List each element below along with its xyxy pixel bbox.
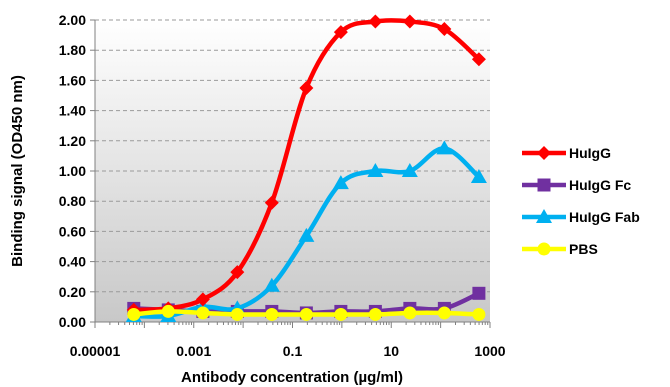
data-point — [196, 306, 210, 320]
x-tick-label: 0.00001 — [70, 343, 121, 359]
data-point — [264, 195, 279, 210]
legend-swatch-marker — [537, 146, 551, 160]
series-layer — [125, 14, 487, 322]
legend-label: PBS — [569, 241, 598, 257]
y-tick-label: 0.40 — [59, 254, 86, 270]
data-point — [334, 307, 348, 321]
data-point — [472, 286, 486, 300]
x-tick-label: 0.1 — [283, 343, 303, 359]
data-point — [368, 307, 382, 321]
legend-swatch-marker — [537, 242, 551, 256]
legend-item: HuIgG Fc — [522, 177, 631, 193]
data-point — [403, 306, 417, 320]
data-point — [299, 307, 313, 321]
series-pbs — [127, 304, 486, 321]
data-point — [195, 292, 210, 307]
data-point — [402, 14, 417, 29]
y-axis-title: Binding signal (OD450 nm) — [9, 75, 26, 267]
legend-item: PBS — [522, 241, 598, 257]
data-point — [436, 140, 453, 155]
data-point — [367, 163, 384, 177]
legend-label: HuIgG Fab — [569, 209, 640, 225]
y-tick-label: 1.60 — [59, 72, 86, 88]
data-point — [230, 265, 245, 280]
x-tick-label: 0.001 — [176, 343, 211, 359]
legend-label: HuIgG Fc — [569, 177, 631, 193]
data-point — [471, 52, 486, 67]
y-tick-label: 1.20 — [59, 133, 86, 149]
legend-item: HuIgG — [522, 145, 611, 161]
data-point — [299, 80, 314, 95]
legend-item: HuIgG Fab — [522, 209, 640, 225]
y-tick-label: 1.40 — [59, 103, 86, 119]
legend-label: HuIgG — [569, 145, 611, 161]
grid — [95, 19, 490, 293]
data-point — [437, 306, 451, 320]
y-tick-label: 0.20 — [59, 284, 86, 300]
data-point — [265, 307, 279, 321]
y-tick-label: 1.80 — [59, 42, 86, 58]
data-point — [472, 307, 486, 321]
data-point — [230, 307, 244, 321]
data-point — [263, 277, 280, 292]
y-tick-label: 0.80 — [59, 193, 86, 209]
x-tick-label: 10 — [383, 343, 399, 359]
data-point — [298, 227, 315, 242]
legend-swatch-marker — [537, 178, 551, 192]
x-tick-label: 1000 — [474, 343, 505, 359]
legend: HuIgG HuIgG Fc HuIgG Fab PBS — [522, 145, 640, 257]
y-tick-label: 0.00 — [59, 314, 86, 330]
data-point — [368, 14, 383, 29]
y-tick-label: 0.60 — [59, 223, 86, 239]
data-point — [401, 163, 418, 177]
data-point — [161, 304, 175, 318]
data-point — [333, 25, 348, 40]
series-huigg — [126, 14, 486, 317]
data-point — [127, 307, 141, 321]
data-point — [470, 169, 487, 184]
y-tick-label: 1.00 — [59, 163, 86, 179]
data-point — [332, 175, 349, 190]
data-point — [437, 22, 452, 37]
y-tick-label: 2.00 — [59, 12, 86, 28]
axes: 0.00 0.20 0.40 0.60 0.80 1.00 1.20 1.40 1.60 1.80… — [59, 12, 506, 359]
x-axis-title: Antibody concentration (µg/ml) — [181, 369, 403, 386]
legend-swatch-marker — [536, 209, 552, 223]
